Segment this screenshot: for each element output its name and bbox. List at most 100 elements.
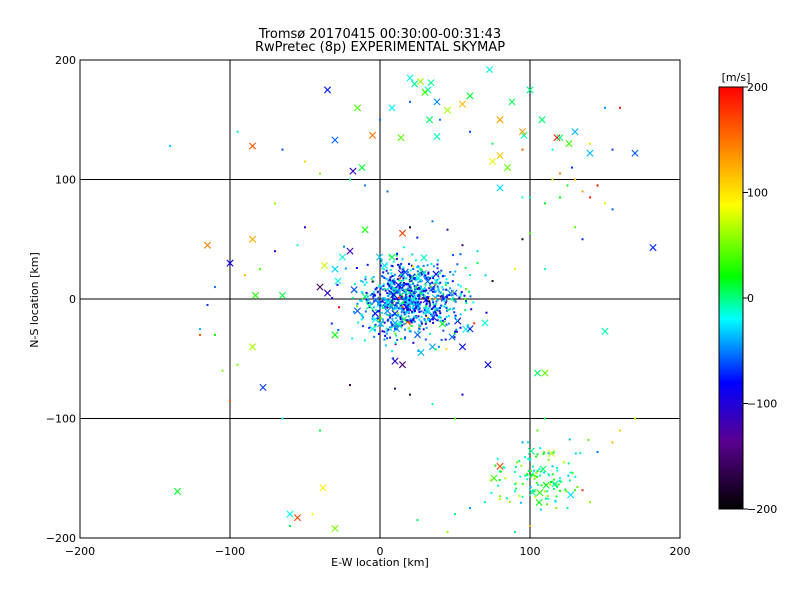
data-point: [388, 283, 391, 286]
data-point: [408, 299, 411, 302]
data-point: [418, 318, 421, 321]
data-point: [544, 268, 546, 271]
data-point: [412, 318, 415, 321]
data-point: [397, 291, 400, 294]
data-point: [392, 357, 395, 360]
data-point: [566, 507, 569, 510]
data-point: [427, 318, 430, 321]
data-point: [402, 307, 405, 310]
data-point: [379, 118, 381, 121]
data-point: [449, 287, 452, 290]
data-point: [491, 142, 494, 145]
data-point: [363, 283, 366, 286]
data-point: [274, 250, 276, 253]
data-point: [459, 313, 462, 316]
data-point: [446, 309, 449, 312]
data-point: [529, 232, 531, 235]
data-point: [574, 475, 577, 478]
data-point: [427, 271, 430, 274]
data-point: [349, 384, 351, 387]
data-point: [409, 297, 412, 300]
data-point: [496, 457, 499, 460]
data-point: [414, 307, 417, 310]
data-point: [393, 298, 396, 301]
data-point: [547, 458, 550, 461]
data-point: [400, 275, 403, 278]
data-point: [424, 320, 427, 323]
data-point: [411, 306, 414, 309]
data-point-x: [375, 253, 384, 261]
data-point: [465, 302, 468, 305]
data-point-x: [541, 369, 549, 377]
data-point: [405, 311, 408, 314]
data-point: [574, 178, 576, 181]
data-point: [581, 190, 584, 193]
data-point: [543, 490, 546, 493]
data-point: [396, 252, 399, 255]
data-point: [438, 310, 441, 313]
data-point: [405, 291, 408, 294]
data-point-x: [331, 331, 339, 339]
data-point: [526, 474, 529, 477]
data-point: [393, 307, 396, 310]
data-point: [423, 308, 426, 311]
data-point: [469, 130, 471, 133]
data-point: [381, 330, 384, 333]
data-point: [422, 264, 425, 267]
data-point: [415, 266, 418, 269]
data-point: [436, 259, 439, 262]
data-point: [393, 304, 396, 307]
data-point: [391, 307, 394, 310]
data-point-x: [371, 309, 379, 318]
data-point: [417, 287, 420, 290]
data-point: [540, 484, 543, 487]
data-point: [391, 285, 394, 288]
data-point: [434, 305, 437, 308]
data-point-x: [398, 361, 407, 369]
data-point: [434, 311, 437, 314]
data-point: [415, 285, 418, 288]
data-point: [413, 309, 416, 312]
data-point: [428, 302, 431, 305]
data-point: [391, 350, 394, 353]
data-point-x: [346, 247, 354, 255]
data-point-x: [427, 79, 435, 87]
data-point-x: [565, 140, 573, 148]
data-point: [390, 281, 393, 284]
data-point: [395, 254, 398, 257]
data-point: [389, 321, 392, 324]
data-point: [383, 276, 386, 279]
data-point: [445, 278, 448, 281]
data-point: [397, 285, 400, 288]
data-point: [461, 244, 464, 247]
data-point: [568, 438, 571, 441]
data-point: [515, 482, 518, 485]
data-point-x: [535, 498, 543, 507]
data-point: [454, 417, 456, 420]
data-point: [417, 294, 420, 297]
data-point-x: [556, 134, 564, 142]
data-point: [412, 267, 415, 270]
data-point: [426, 264, 429, 267]
data-point: [535, 455, 538, 458]
data-point: [374, 325, 377, 328]
data-point: [551, 148, 554, 151]
data-point: [374, 288, 377, 291]
data-point: [454, 330, 457, 333]
data-point: [443, 305, 446, 308]
data-point: [416, 301, 419, 304]
data-point: [391, 324, 394, 327]
data-point-x: [368, 131, 377, 139]
data-point-x: [406, 74, 414, 82]
colorbar-label: [m/s]: [722, 71, 751, 84]
data-point: [454, 316, 457, 319]
data-point-x: [331, 265, 339, 273]
data-point: [405, 283, 408, 286]
data-point: [457, 283, 460, 286]
data-point: [417, 266, 420, 269]
data-point: [461, 393, 464, 396]
data-point: [408, 295, 411, 298]
data-point: [402, 284, 405, 287]
data-point: [402, 291, 405, 294]
data-point: [526, 478, 529, 481]
